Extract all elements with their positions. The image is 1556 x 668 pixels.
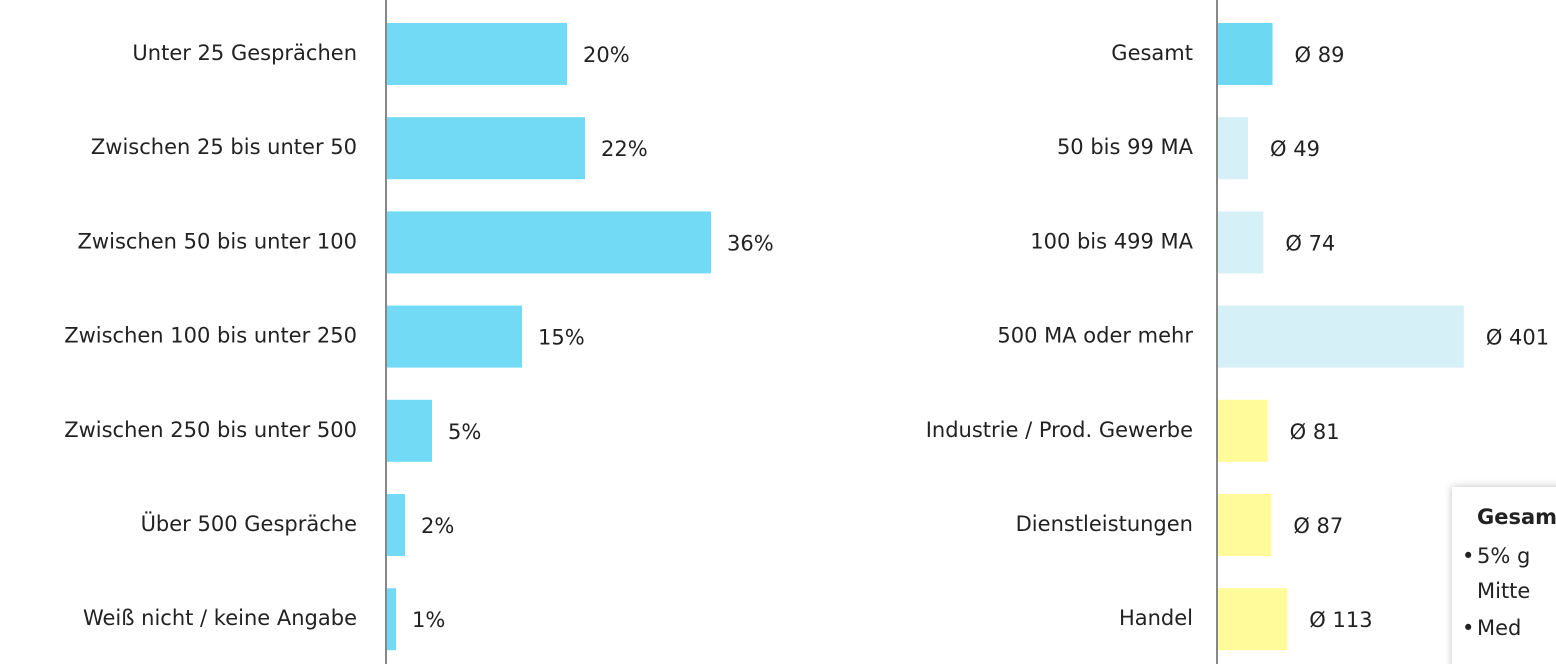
value-label: 20% xyxy=(583,43,630,67)
bar xyxy=(1218,494,1272,556)
category-label: Unter 25 Gesprächen xyxy=(132,41,357,65)
bullet: • xyxy=(1462,616,1474,640)
value-label: 2% xyxy=(421,514,454,538)
bar xyxy=(1218,211,1264,274)
note-line: Med xyxy=(1477,616,1521,640)
category-label: Zwischen 100 bis unter 250 xyxy=(64,324,357,348)
bar xyxy=(387,117,585,180)
bullet: • xyxy=(1462,544,1474,568)
bar xyxy=(387,494,405,556)
value-label: Ø 113 xyxy=(1309,608,1372,632)
category-label: Zwischen 50 bis unter 100 xyxy=(78,229,357,253)
value-label: Ø 49 xyxy=(1270,137,1320,161)
category-label: 100 bis 499 MA xyxy=(1030,229,1193,253)
category-label: 500 MA oder mehr xyxy=(997,324,1193,348)
value-label: 22% xyxy=(601,137,648,161)
bar xyxy=(1218,305,1464,368)
category-label: 50 bis 99 MA xyxy=(1057,135,1194,159)
category-label: Industrie / Prod. Gewerbe xyxy=(926,418,1193,442)
note-line: 5% g xyxy=(1477,544,1530,568)
bar xyxy=(1218,399,1268,462)
note-box xyxy=(1452,487,1556,668)
category-label: Handel xyxy=(1119,606,1193,630)
category-label: Dienstleistungen xyxy=(1016,512,1193,536)
bar xyxy=(387,588,396,651)
value-label: 36% xyxy=(727,231,774,255)
category-label: Über 500 Gespräche xyxy=(141,511,357,536)
category-label: Weiß nicht / keine Angabe xyxy=(83,606,357,630)
bar xyxy=(1218,588,1288,651)
bar xyxy=(387,399,432,462)
note-title: Gesam xyxy=(1477,505,1556,529)
category-label: Zwischen 25 bis unter 50 xyxy=(91,135,357,159)
value-label: 15% xyxy=(538,326,585,350)
value-label: Ø 81 xyxy=(1290,420,1340,444)
value-label: Ø 74 xyxy=(1285,231,1335,255)
bar xyxy=(387,23,567,85)
bar xyxy=(1218,23,1273,85)
bar xyxy=(387,305,522,368)
bar xyxy=(387,211,711,274)
value-label: 1% xyxy=(412,608,445,632)
value-label: Ø 89 xyxy=(1295,43,1345,67)
value-label: Ø 87 xyxy=(1293,514,1343,538)
bar xyxy=(1218,117,1249,180)
note-line: Mitte xyxy=(1477,579,1530,603)
category-label: Zwischen 250 bis unter 500 xyxy=(64,418,357,442)
category-label: Gesamt xyxy=(1111,41,1193,65)
value-label: 5% xyxy=(448,420,481,444)
value-label: Ø 401 xyxy=(1486,326,1549,350)
